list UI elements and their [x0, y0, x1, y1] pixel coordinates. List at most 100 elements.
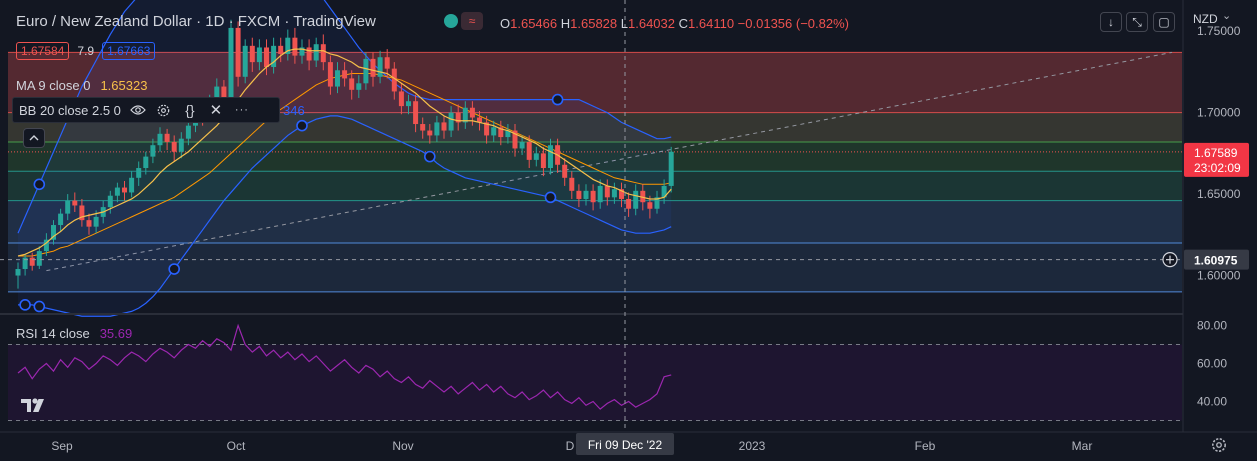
candle: [413, 94, 419, 133]
band-anchor: [33, 178, 46, 191]
candle: [51, 220, 56, 245]
close-icon[interactable]: ✕: [209, 102, 223, 119]
candle: [583, 184, 589, 206]
last-price-label: 1.67589: [1194, 146, 1238, 160]
candle-body: [335, 70, 340, 87]
candle: [107, 190, 113, 214]
candle-body: [256, 47, 262, 63]
high-value: 1.65828: [570, 16, 618, 31]
source-code-icon[interactable]: {}: [185, 102, 195, 118]
candle: [512, 124, 518, 157]
candle-body: [356, 83, 362, 90]
candle: [477, 111, 482, 131]
candle-body: [583, 190, 589, 199]
tradingview-logo[interactable]: [20, 396, 46, 414]
candle: [178, 132, 184, 159]
candle: [597, 179, 603, 209]
fib-zone: [8, 242, 1182, 292]
buy-button[interactable]: 1.67663: [102, 42, 156, 60]
candle-body: [406, 101, 411, 107]
candle-body: [526, 141, 532, 160]
sell-button[interactable]: 1.67584: [16, 42, 70, 60]
candle-body: [611, 189, 617, 198]
candle: [391, 62, 397, 100]
candle-body: [391, 68, 397, 92]
candle-body: [214, 86, 220, 102]
approx-icon[interactable]: ≈: [461, 12, 483, 30]
gear-icon[interactable]: [155, 101, 173, 119]
eye-icon[interactable]: [129, 101, 147, 119]
candle-body: [313, 44, 319, 61]
candle: [604, 179, 610, 206]
candle: [398, 83, 404, 115]
ma-label: MA 9 close 0: [16, 77, 91, 93]
candle: [420, 117, 426, 139]
collapse-chevron-icon[interactable]: [23, 128, 45, 148]
high-label: H: [560, 16, 571, 31]
candle: [661, 179, 667, 204]
candle-body: [484, 122, 490, 136]
candle: [335, 62, 340, 94]
candle: [278, 37, 284, 63]
candle-body: [519, 141, 525, 149]
currency-label[interactable]: NZD: [1193, 12, 1218, 26]
low-value: 1.64032: [628, 16, 675, 31]
candle-body: [668, 151, 674, 186]
time-tick-label: 2023: [739, 439, 766, 453]
band-anchor: [296, 119, 308, 132]
candle-body: [51, 225, 56, 240]
trend-line: [46, 51, 1173, 272]
candle-body: [271, 45, 277, 68]
bb-fill: [18, 0, 672, 317]
candle: [363, 52, 369, 90]
ma-value: 1.65323: [100, 77, 148, 93]
change-value: −0.01356 (−0.82%): [737, 16, 849, 31]
candle-body: [647, 202, 653, 209]
candle: [129, 171, 135, 198]
bb-value: 346: [283, 103, 305, 118]
candle: [562, 158, 568, 186]
candle-body: [164, 133, 170, 142]
candle-body: [633, 190, 639, 209]
collapse-pane-icon[interactable]: ⤡: [1126, 12, 1148, 32]
candle-body: [654, 197, 660, 209]
candle: [136, 161, 142, 186]
candle-body: [533, 153, 539, 160]
candle-body: [413, 101, 419, 125]
candle: [455, 104, 461, 131]
candle: [306, 39, 312, 71]
ma-legend[interactable]: MA 9 close 0 1.65323: [16, 74, 147, 96]
rsi-band-fill: [8, 344, 1182, 421]
candle-body: [242, 45, 248, 77]
maximize-pane-icon[interactable]: ▢: [1153, 12, 1175, 32]
candle-body: [29, 257, 35, 266]
close-value: 1.64110: [688, 16, 735, 31]
candle-body: [221, 86, 227, 98]
candle-body: [377, 57, 383, 77]
candle: [228, 19, 234, 105]
price-axis-bg: [1183, 0, 1257, 461]
candle: [576, 184, 582, 208]
rsi-value: 35.69: [99, 325, 133, 341]
candle: [249, 37, 255, 72]
bb-lower-line: [18, 115, 672, 317]
scroll-down-icon[interactable]: ↓: [1100, 12, 1122, 32]
currency-dropdown-icon[interactable]: ⌄: [1222, 10, 1232, 22]
market-open-icon: [444, 14, 458, 28]
symbol-title[interactable]: Euro / New Zealand Dollar · 1D · FXCM · …: [16, 13, 376, 30]
candle-body: [285, 37, 291, 54]
candle: [285, 29, 291, 61]
rsi-legend[interactable]: RSI 14 close 35.69: [16, 322, 132, 344]
candle: [143, 151, 149, 175]
candle: [114, 182, 120, 203]
bb-legend[interactable]: BB 20 close 2.5 0 {} ✕ ···: [12, 97, 280, 123]
candle-body: [398, 91, 404, 107]
candle-body: [65, 200, 71, 214]
more-icon[interactable]: ···: [234, 104, 249, 116]
settings-gear-icon[interactable]: [1210, 436, 1228, 454]
candle: [633, 184, 639, 216]
candle: [462, 101, 468, 129]
candle: [122, 181, 127, 201]
candle-body: [448, 112, 454, 131]
